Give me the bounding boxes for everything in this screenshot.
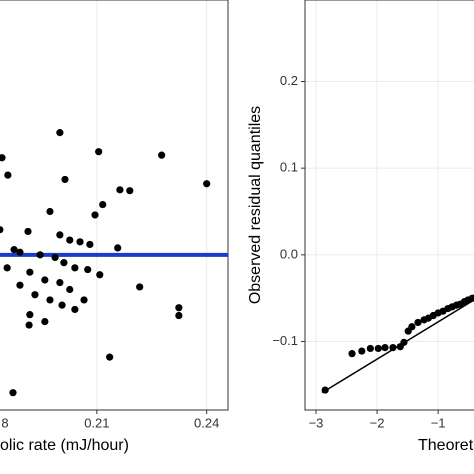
point: [76, 238, 84, 246]
point: [175, 311, 183, 320]
point: [106, 353, 114, 361]
point: [41, 317, 49, 326]
point: [96, 271, 104, 279]
point: [158, 151, 166, 159]
point: [136, 283, 144, 291]
point: [358, 347, 366, 355]
point: [60, 259, 68, 267]
point: [203, 180, 211, 188]
point: [84, 265, 92, 274]
point: [114, 244, 122, 252]
point: [61, 175, 69, 184]
point: [25, 321, 33, 329]
y-tick-label: 0.0: [280, 246, 298, 261]
point: [56, 278, 64, 287]
x-tick-label: 0.21: [84, 415, 109, 430]
point: [36, 251, 44, 259]
point: [3, 264, 11, 272]
point: [126, 187, 134, 195]
y-tick-label: −0.1: [272, 333, 298, 348]
point: [86, 240, 94, 249]
x-axis-title: Theoret: [418, 437, 474, 454]
point: [80, 296, 88, 304]
x-tick-label: −2: [370, 415, 385, 430]
point: [381, 343, 389, 352]
panel-border: [0, 0, 229, 411]
point: [9, 389, 17, 397]
point: [374, 344, 382, 353]
point: [175, 304, 183, 312]
point: [26, 268, 34, 276]
point: [10, 246, 18, 254]
x-tick-label: 0.24: [194, 415, 219, 430]
point: [4, 171, 12, 179]
y-axis-title: Observed residual quantiles: [247, 106, 264, 304]
point: [58, 301, 66, 309]
point: [0, 226, 4, 234]
point: [366, 344, 374, 353]
point: [51, 253, 59, 262]
point: [16, 248, 24, 256]
y-tick-label: 0.2: [280, 73, 298, 88]
point: [348, 350, 356, 358]
point: [26, 311, 34, 319]
x-tick-label: −1: [431, 415, 446, 430]
x-axis-title: olic rate (mJ/hour): [0, 437, 129, 454]
y-tick-label: 0.1: [280, 160, 298, 175]
point: [31, 291, 39, 299]
point: [66, 236, 74, 244]
point: [56, 129, 64, 137]
point: [41, 276, 49, 284]
panel-border: [304, 0, 474, 411]
point: [91, 211, 99, 219]
point: [0, 154, 6, 162]
point: [408, 323, 416, 331]
point: [321, 386, 329, 394]
point: [66, 285, 74, 294]
point: [16, 281, 24, 289]
point: [24, 227, 32, 236]
point: [414, 318, 422, 327]
point: [56, 231, 64, 239]
point: [389, 343, 397, 352]
x-tick-label: 8: [1, 415, 8, 430]
point: [99, 200, 107, 209]
point: [71, 264, 79, 272]
point: [95, 148, 103, 156]
point: [46, 296, 54, 304]
point: [71, 305, 79, 314]
x-tick-label: −3: [309, 415, 324, 430]
point: [468, 294, 474, 302]
point: [46, 207, 54, 216]
point: [116, 186, 124, 194]
point: [400, 338, 408, 346]
